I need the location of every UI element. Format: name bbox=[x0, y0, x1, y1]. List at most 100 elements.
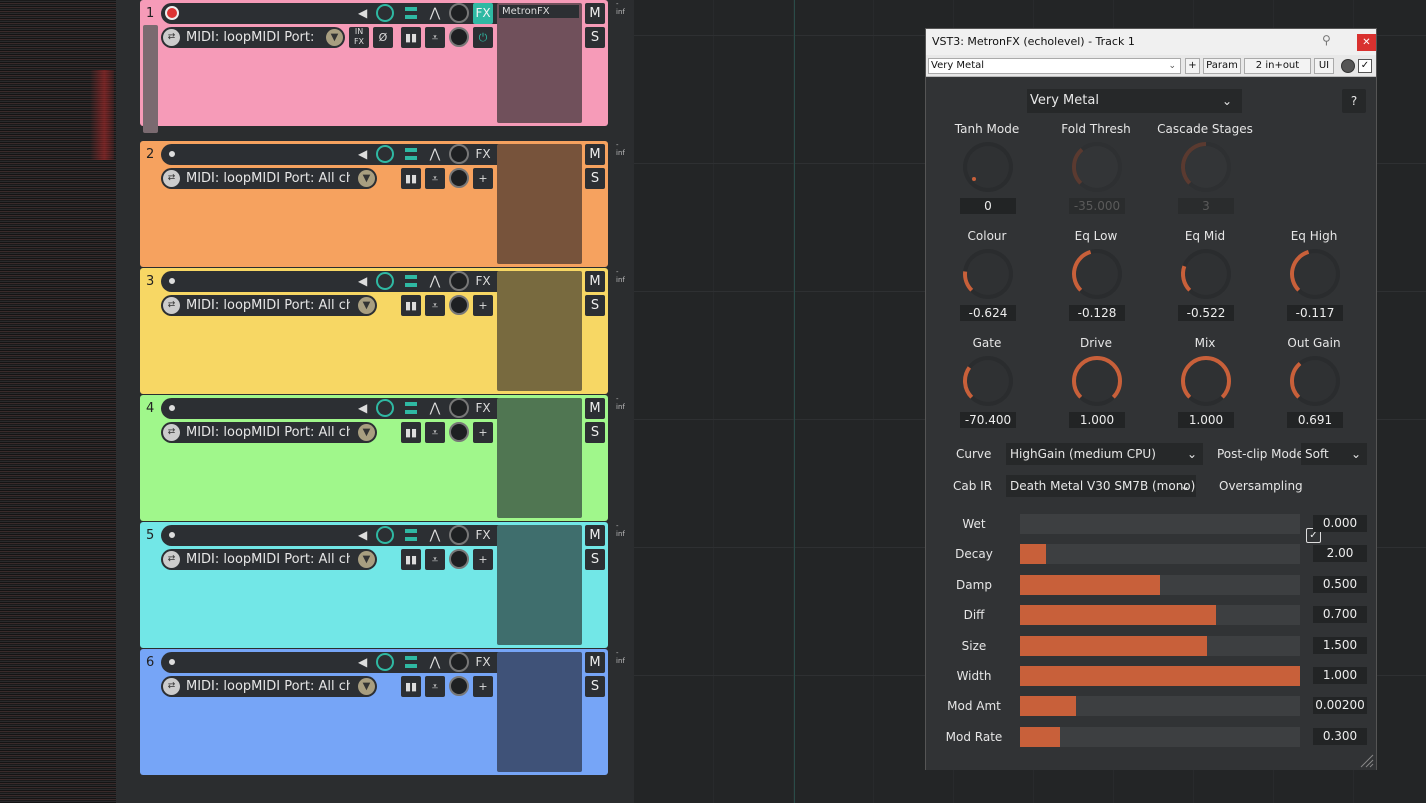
input-select[interactable] bbox=[161, 549, 377, 570]
fx-button[interactable]: FX bbox=[473, 652, 493, 673]
solo-button[interactable]: S bbox=[585, 168, 605, 189]
track-2[interactable]: 2 ◀ ⋀ FX ⇄ MIDI: loopMIDI Port: All channe ▼ ▮▮… bbox=[140, 141, 625, 267]
knob-fold-thresh[interactable]: Fold Thresh -35.000 bbox=[1042, 122, 1150, 222]
track-1[interactable]: 1 ◀ ⋀ FX ⇄ MIDI: loopMIDI Port: Al ▼ IN FX Ø ▮▮ ⩡ ⏻… bbox=[140, 0, 625, 133]
automation-mode-icon[interactable]: ⩡ bbox=[425, 422, 445, 443]
width-knob[interactable] bbox=[449, 549, 469, 569]
track-4[interactable]: 4 ◀ ⋀ FX ⇄ MIDI: loopMIDI Port: All channe ▼ ▮▮… bbox=[140, 395, 625, 521]
io-button[interactable]: 2 in+out bbox=[1244, 58, 1311, 74]
track-meter-button[interactable] bbox=[401, 3, 421, 24]
mute-button[interactable]: M bbox=[585, 144, 605, 165]
track-6[interactable]: 6 ◀ ⋀ FX ⇄ MIDI: loopMIDI Port: All channe ▼ ▮▮… bbox=[140, 649, 625, 775]
knob-value[interactable]: -0.128 bbox=[1069, 305, 1125, 321]
slider-value[interactable]: 2.00 bbox=[1313, 545, 1367, 562]
fx-power-button[interactable]: ⏻ bbox=[473, 27, 493, 48]
record-arm-button[interactable] bbox=[166, 529, 178, 541]
mute-button[interactable]: M bbox=[585, 3, 605, 24]
volume-knob[interactable] bbox=[376, 653, 394, 671]
knob-dial[interactable] bbox=[960, 246, 1016, 302]
track-meter-button[interactable] bbox=[401, 652, 421, 673]
meter-icon[interactable]: ▮▮ bbox=[401, 168, 421, 189]
track-5[interactable]: 5 ◀ ⋀ FX ⇄ MIDI: loopMIDI Port: All channe ▼ ▮▮… bbox=[140, 522, 625, 648]
knob-value[interactable]: -0.522 bbox=[1178, 305, 1234, 321]
mute-button[interactable]: M bbox=[585, 652, 605, 673]
pan-knob[interactable] bbox=[449, 271, 469, 291]
knob-eq-high[interactable]: Eq High -0.117 bbox=[1260, 229, 1368, 329]
speaker-icon[interactable]: ◀ bbox=[358, 6, 368, 20]
pin-icon[interactable]: ⚲ bbox=[1322, 33, 1331, 47]
solo-button[interactable]: S bbox=[585, 27, 605, 48]
speaker-icon[interactable]: ◀ bbox=[358, 147, 368, 161]
knob-value[interactable]: 1.000 bbox=[1069, 412, 1125, 428]
meter-icon[interactable]: ▮▮ bbox=[401, 549, 421, 570]
record-arm-button[interactable] bbox=[166, 656, 178, 668]
resize-grip-icon[interactable] bbox=[1358, 752, 1374, 768]
volume-knob[interactable] bbox=[376, 526, 394, 544]
fx-button[interactable]: FX bbox=[473, 3, 493, 24]
input-dropdown-icon[interactable]: ▼ bbox=[326, 29, 343, 46]
slider-track[interactable] bbox=[1020, 514, 1300, 534]
envelope-button[interactable]: ⋀ bbox=[425, 398, 445, 419]
fx-chain-box[interactable]: MetronFX bbox=[497, 3, 582, 123]
add-preset-button[interactable]: + bbox=[1185, 58, 1200, 74]
track-meter-button[interactable] bbox=[401, 525, 421, 546]
slider-track[interactable] bbox=[1020, 605, 1300, 625]
input-dropdown-icon[interactable]: ▼ bbox=[358, 424, 375, 441]
pan-knob[interactable] bbox=[449, 525, 469, 545]
close-button[interactable]: ✕ bbox=[1357, 34, 1376, 51]
fx-button[interactable]: FX bbox=[473, 398, 493, 419]
record-arm-button[interactable] bbox=[166, 402, 178, 414]
input-fx-button[interactable]: IN FX bbox=[349, 27, 369, 48]
knob-colour[interactable]: Colour -0.624 bbox=[933, 229, 1041, 329]
automation-mode-icon[interactable]: ⩡ bbox=[425, 676, 445, 697]
slider-track[interactable] bbox=[1020, 544, 1300, 564]
pan-knob[interactable] bbox=[449, 398, 469, 418]
knob-dial[interactable] bbox=[1287, 353, 1343, 409]
input-dropdown-icon[interactable]: ▼ bbox=[358, 297, 375, 314]
automation-mode-icon[interactable]: ⩡ bbox=[425, 168, 445, 189]
solo-button[interactable]: S bbox=[585, 422, 605, 443]
mute-button[interactable]: M bbox=[585, 398, 605, 419]
slider-value[interactable]: 1.500 bbox=[1313, 637, 1367, 654]
track-meter-button[interactable] bbox=[401, 144, 421, 165]
input-dropdown-icon[interactable]: ▼ bbox=[358, 678, 375, 695]
slider-value[interactable]: 0.00200 bbox=[1313, 697, 1367, 714]
knob-dial[interactable] bbox=[1178, 246, 1234, 302]
add-fx-button[interactable]: + bbox=[473, 676, 493, 697]
knob-eq-low[interactable]: Eq Low -0.128 bbox=[1042, 229, 1150, 329]
slider-track[interactable] bbox=[1020, 696, 1300, 716]
slider-track[interactable] bbox=[1020, 575, 1300, 595]
envelope-button[interactable]: ⋀ bbox=[425, 271, 445, 292]
knob-dial[interactable] bbox=[960, 139, 1016, 195]
wet-knob-icon[interactable] bbox=[1341, 59, 1355, 73]
slider-track[interactable] bbox=[1020, 666, 1300, 686]
knob-cascade-stages[interactable]: Cascade Stages 3 bbox=[1151, 122, 1259, 222]
phase-invert-button[interactable]: Ø bbox=[373, 27, 393, 48]
knob-mix[interactable]: Mix 1.000 bbox=[1151, 336, 1259, 436]
envelope-button[interactable]: ⋀ bbox=[425, 652, 445, 673]
knob-out-gain[interactable]: Out Gain 0.691 bbox=[1260, 336, 1368, 436]
knob-value[interactable]: -35.000 bbox=[1069, 198, 1125, 214]
slider-track[interactable] bbox=[1020, 727, 1300, 747]
input-select[interactable] bbox=[161, 422, 377, 443]
fx-chain-box[interactable] bbox=[497, 652, 582, 772]
speaker-icon[interactable]: ◀ bbox=[358, 274, 368, 288]
automation-mode-icon[interactable]: ⩡ bbox=[425, 549, 445, 570]
volume-knob[interactable] bbox=[376, 4, 394, 22]
knob-dial[interactable] bbox=[1069, 246, 1125, 302]
slider-value[interactable]: 0.300 bbox=[1313, 728, 1367, 745]
automation-mode-icon[interactable]: ⩡ bbox=[425, 295, 445, 316]
speaker-icon[interactable]: ◀ bbox=[358, 655, 368, 669]
slider-track[interactable] bbox=[1020, 636, 1300, 656]
solo-button[interactable]: S bbox=[585, 295, 605, 316]
cabir-select[interactable]: Death Metal V30 SM7B (mono) ⌄ bbox=[1006, 475, 1196, 497]
track-meter-button[interactable] bbox=[401, 398, 421, 419]
width-knob[interactable] bbox=[449, 422, 469, 442]
knob-dial[interactable] bbox=[960, 353, 1016, 409]
preset-dropdown[interactable]: Very Metal ⌄ bbox=[1027, 89, 1242, 113]
slider-value[interactable]: 0.700 bbox=[1313, 606, 1367, 623]
fx-button[interactable]: FX bbox=[473, 271, 493, 292]
add-fx-button[interactable]: + bbox=[473, 168, 493, 189]
mute-button[interactable]: M bbox=[585, 271, 605, 292]
meter-icon[interactable]: ▮▮ bbox=[401, 27, 421, 48]
